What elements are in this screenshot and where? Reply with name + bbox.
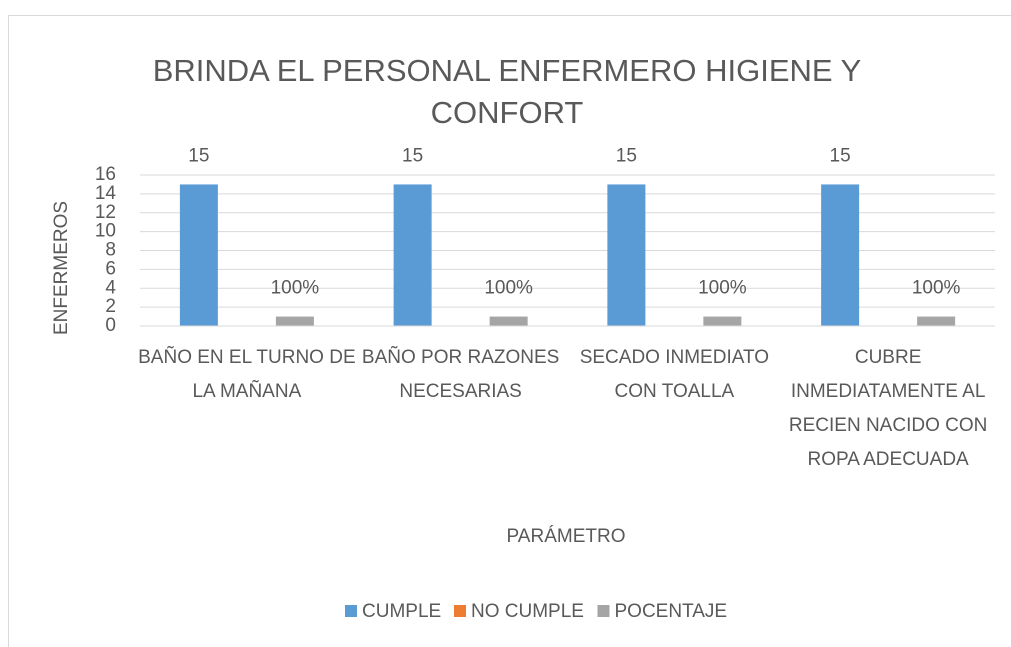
- y-tick-label: 2: [105, 296, 116, 317]
- legend-label: POCENTAJE: [615, 601, 728, 622]
- title-box: BRINDA EL PERSONAL ENFERMERO HIGIENE Y C…: [152, 53, 862, 130]
- y-tick-label: 16: [95, 164, 116, 185]
- legend-swatch: [597, 605, 610, 617]
- data-label: 100%: [698, 278, 747, 299]
- bar: [393, 184, 432, 326]
- legend-label: NO CUMPLE: [471, 601, 584, 622]
- bar: [489, 316, 528, 326]
- y-tick-label: 12: [95, 202, 116, 223]
- x-tick-label-box: BAÑO POR RAZONES NECESARIAS: [361, 347, 560, 402]
- x-tick-label-box: SECADO INMEDIATO CON TOALLA: [579, 347, 770, 402]
- chart-title: BRINDA EL PERSONAL ENFERMERO HIGIENE Y C…: [152, 53, 862, 130]
- x-axis-label: PARÁMETRO: [507, 526, 626, 547]
- data-label: 15: [188, 145, 209, 166]
- bar: [607, 184, 646, 326]
- x-tick-label: BAÑO EN EL TURNO DE LA MAÑANA: [138, 347, 356, 402]
- y-tick-label: 10: [95, 221, 116, 242]
- data-label: 15: [830, 145, 851, 166]
- x-tick-label-box: BAÑO EN EL TURNO DE LA MAÑANA: [138, 347, 356, 402]
- chart-border: [8, 15, 1011, 647]
- data-label: 100%: [484, 278, 533, 299]
- y-tick-label: 4: [105, 277, 116, 298]
- x-tick-label: CUBRE INMEDIATAMENTE AL RECIEN NACIDO CO…: [788, 347, 988, 470]
- x-tick-label-box: CUBRE INMEDIATAMENTE AL RECIEN NACIDO CO…: [788, 347, 988, 470]
- y-tick-label: 6: [105, 258, 116, 279]
- bar: [703, 316, 742, 326]
- y-tick-label: 8: [105, 240, 116, 261]
- y-tick-label: 14: [95, 183, 117, 204]
- bar: [179, 184, 218, 326]
- data-label: 100%: [271, 278, 320, 299]
- y-axis-label: ENFERMEROS: [51, 201, 72, 335]
- data-label: 15: [402, 145, 423, 166]
- data-label: 15: [616, 145, 637, 166]
- y-tick-label: 0: [105, 315, 116, 336]
- legend-label: CUMPLE: [362, 601, 441, 622]
- bar: [275, 316, 314, 326]
- data-label: 100%: [912, 278, 961, 299]
- legend-swatch: [454, 605, 466, 617]
- bar: [917, 316, 956, 326]
- x-tick-label: BAÑO POR RAZONES NECESARIAS: [361, 347, 560, 402]
- bar: [821, 184, 860, 326]
- legend-swatch: [345, 605, 357, 617]
- x-tick-label: SECADO INMEDIATO CON TOALLA: [579, 347, 770, 402]
